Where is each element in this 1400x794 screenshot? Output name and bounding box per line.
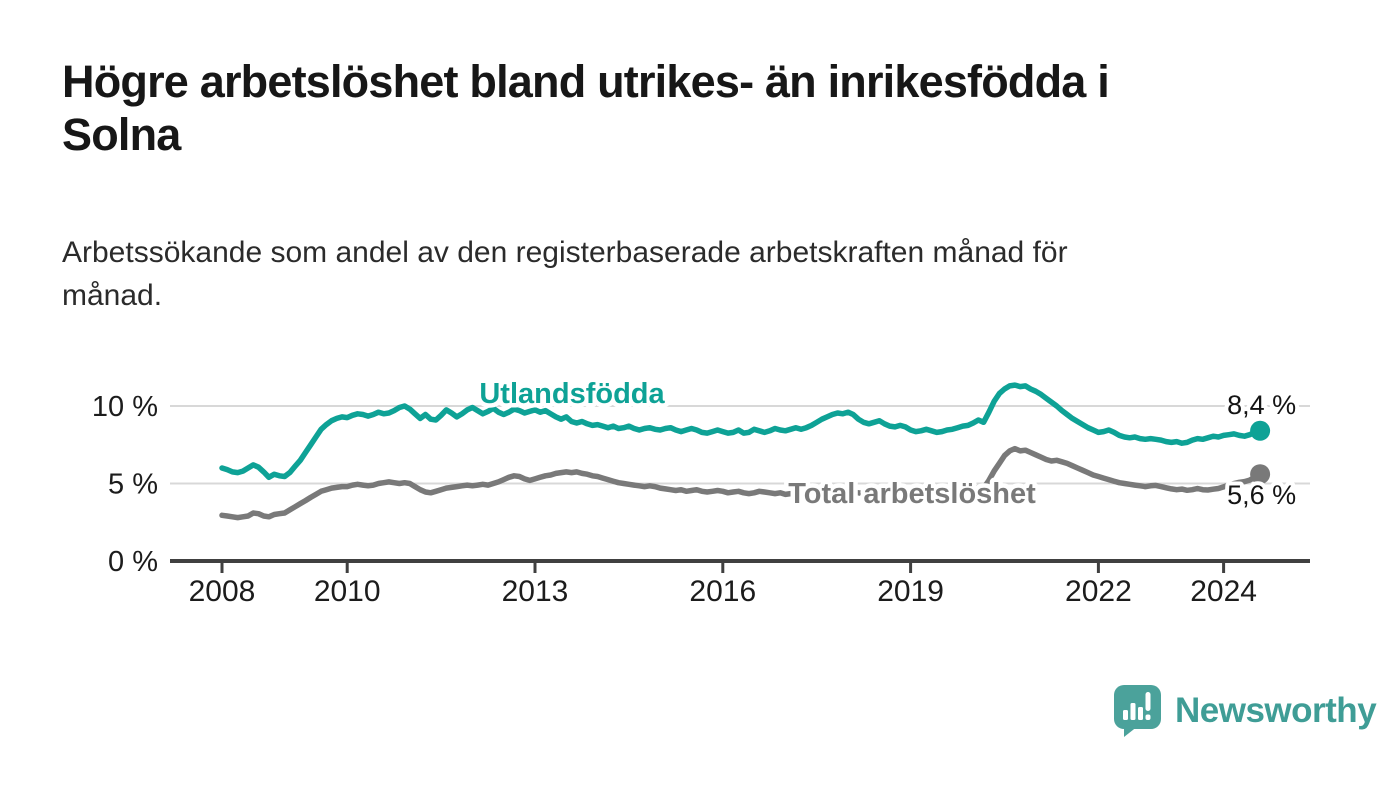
page-title: Högre arbetslöshet bland utrikes- än inr…: [62, 56, 1352, 161]
y-axis-tick-label: 5 %: [108, 469, 158, 501]
series-end-value-utlandsf-dda: 8,4 %: [1227, 390, 1296, 420]
x-axis-tick-label: 2010: [314, 575, 381, 608]
x-axis-tick-label: 2019: [877, 575, 944, 608]
y-axis-tick-label: 0 %: [108, 546, 158, 578]
chart-subtitle: Arbetssökande som andel av den registerb…: [62, 232, 1352, 317]
chart-subtitle-line-1: Arbetssökande som andel av den registerb…: [62, 236, 1068, 269]
series-label-total-arbetsl-shet: Total arbetslöshet: [788, 478, 1036, 510]
series-label-utlandsf-dda: Utlandsfödda: [479, 378, 665, 410]
series-end-dot-total-arbetsl-shet: [1250, 464, 1271, 485]
series-line-utlandsf-dda: [219, 382, 1263, 481]
newsworthy-logo: Newsworthy: [1112, 684, 1377, 737]
newsworthy-logo-icon: [1114, 685, 1161, 737]
newsworthy-logo-text: Newsworthy: [1175, 690, 1377, 730]
page-title-line-1: Högre arbetslöshet bland utrikes- än inr…: [62, 56, 1110, 107]
x-axis-tick-label: 2008: [189, 575, 256, 608]
x-axis-tick-label: 2022: [1065, 575, 1132, 608]
x-axis-tick-label: 2013: [502, 575, 569, 608]
series-line-total-arbetsl-shet: [219, 445, 1263, 521]
series-end-value-total-arbetsl-shet: 5,6 %: [1227, 480, 1296, 510]
x-axis-tick-label: 2016: [689, 575, 756, 608]
y-axis-tick-label: 10 %: [92, 391, 158, 423]
series-end-dot-utlandsf-dda: [1250, 420, 1271, 441]
chart-subtitle-line-2: månad.: [62, 278, 163, 312]
page-title-line-2: Solna: [62, 108, 181, 160]
x-axis-tick-label: 2024: [1190, 575, 1257, 608]
